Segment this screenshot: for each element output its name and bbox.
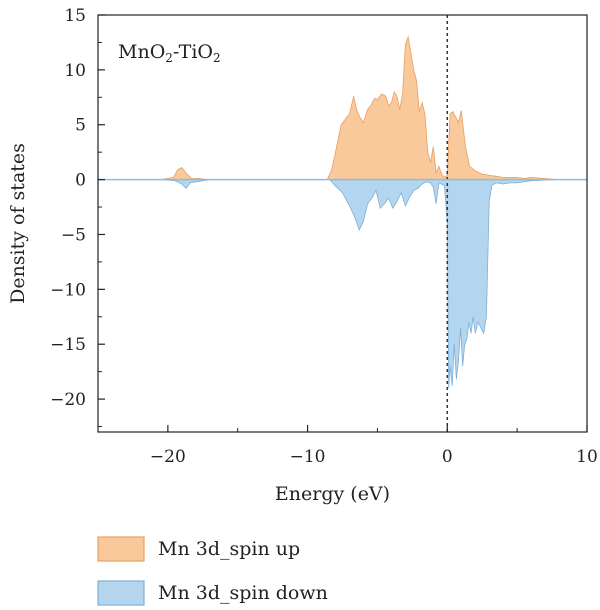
- legend-label-spin-up: Mn 3d_spin up: [158, 538, 300, 560]
- x-tick-label: 10: [576, 447, 598, 467]
- series-layer: [98, 35, 587, 389]
- ticks-layer: −20 −10 0 10 15 10 5 0 −5 −10 −15 −20: [50, 6, 598, 467]
- y-tick-label: 15: [64, 6, 86, 26]
- x-tick-label: −10: [290, 447, 326, 467]
- y-axis-label: Density of states: [7, 143, 29, 304]
- y-tick-label: 0: [75, 171, 86, 191]
- plot-area: −20 −10 0 10 15 10 5 0 −5 −10 −15 −20: [50, 6, 598, 467]
- system-annotation: MnO2-TiO2: [118, 41, 221, 65]
- plot-frame: [97, 14, 588, 433]
- legend-swatch-spin-down: [97, 580, 145, 606]
- y-tick-label: −5: [61, 225, 86, 245]
- y-tick-label: 10: [64, 61, 86, 81]
- legend: Mn 3d_spin up Mn 3d_spin down: [97, 536, 328, 606]
- x-tick-label: −20: [150, 447, 186, 467]
- x-tick-label: 0: [442, 447, 453, 467]
- legend-label-spin-down: Mn 3d_spin down: [158, 582, 328, 604]
- y-tick-label: −20: [50, 390, 86, 410]
- series-area-spin-down: [98, 179, 587, 389]
- x-axis-label: Energy (eV): [275, 483, 390, 505]
- y-tick-label: 5: [75, 116, 86, 136]
- y-tick-label: −10: [50, 280, 86, 300]
- y-tick-label: −15: [50, 335, 86, 355]
- legend-swatch-spin-up: [97, 536, 145, 562]
